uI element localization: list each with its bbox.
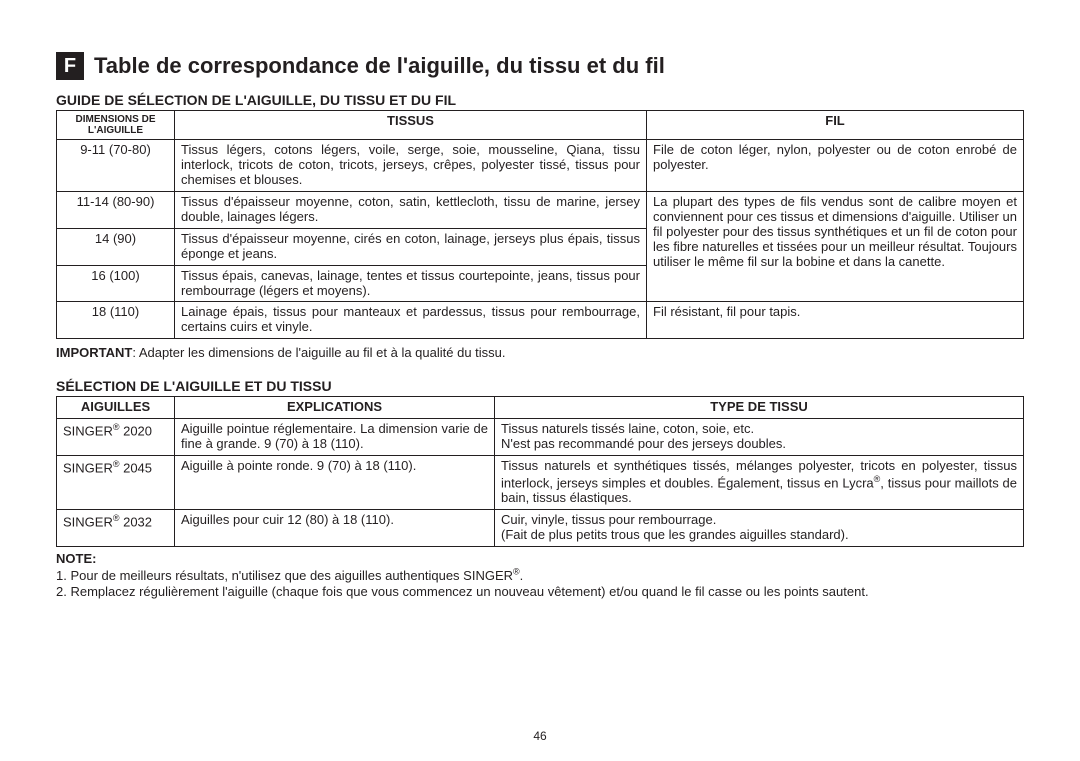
cell-aiguille: SINGER® 2032 [57,510,175,547]
cell-dim: 14 (90) [57,228,175,265]
cell-fil: Fil résistant, fil pour tapis. [647,302,1024,339]
needle-number: 2020 [119,424,152,439]
page: F Table de correspondance de l'aiguille,… [0,0,1080,761]
cell-explication: Aiguille à pointe ronde. 9 (70) à 18 (11… [175,456,495,510]
cell-dim: 11-14 (80-90) [57,191,175,228]
cell-aiguille: SINGER® 2045 [57,456,175,510]
cell-type-tissu: Tissus naturels tissés laine, coton, soi… [495,419,1024,456]
important-label: IMPORTANT [56,345,132,360]
note-2: 2. Remplacez régulièrement l'aiguille (c… [56,584,869,599]
table-row: 18 (110) Lainage épais, tissus pour mant… [57,302,1024,339]
cell-fil-merged: La plupart des types de fils vendus sont… [647,191,1024,302]
cell-dim: 16 (100) [57,265,175,302]
needle-selection-table: AIGUILLES EXPLICATIONS TYPE DE TISSU SIN… [56,396,1024,547]
cell-explication: Aiguille pointue réglementaire. La dimen… [175,419,495,456]
cell-fil: File de coton léger, nylon, polyester ou… [647,140,1024,192]
table-header-row: AIGUILLES EXPLICATIONS TYPE DE TISSU [57,397,1024,419]
note-1-text: 1. Pour de meilleurs résultats, n'utilis… [56,568,513,583]
col-header-type-tissu: TYPE DE TISSU [495,397,1024,419]
cell-tissu: Tissus d'épaisseur moyenne, coton, satin… [175,191,647,228]
cell-type-tissu: Tissus naturels et synthétiques tissés, … [495,456,1024,510]
page-number: 46 [0,729,1080,743]
cell-dim: 9-11 (70-80) [57,140,175,192]
type-line: Tissus naturels tissés laine, coton, soi… [501,421,754,436]
col-header-explications: EXPLICATIONS [175,397,495,419]
col-header-tissus: TISSUS [175,111,647,140]
cell-aiguille: SINGER® 2020 [57,419,175,456]
table-row: 11-14 (80-90) Tissus d'épaisseur moyenne… [57,191,1024,228]
type-line: N'est pas recommandé pour des jerseys do… [501,436,786,451]
needle-number: 2045 [119,460,152,475]
table-row: SINGER® 2045 Aiguille à pointe ronde. 9 … [57,456,1024,510]
needle-number: 2032 [119,515,152,530]
needle-brand: SINGER [63,424,113,439]
table-row: SINGER® 2020 Aiguille pointue réglementa… [57,419,1024,456]
page-title: Table de correspondance de l'aiguille, d… [94,53,665,79]
table1-heading: GUIDE DE SÉLECTION DE L'AIGUILLE, DU TIS… [56,92,1024,108]
section-badge: F [56,52,84,80]
important-note: IMPORTANT: Adapter les dimensions de l'a… [56,345,1024,360]
note-1: 1. Pour de meilleurs résultats, n'utilis… [56,568,523,583]
table-row: 9-11 (70-80) Tissus légers, cotons léger… [57,140,1024,192]
registered-icon: ® [513,567,520,577]
col-header-dimensions: DIMENSIONS DE L'AIGUILLE [57,111,175,140]
type-line: (Fait de plus petits trous que les grand… [501,527,849,542]
needle-brand: SINGER [63,460,113,475]
table2-heading: SÉLECTION DE L'AIGUILLE ET DU TISSU [56,378,1024,394]
cell-tissu: Tissus épais, canevas, lainage, tentes e… [175,265,647,302]
page-title-row: F Table de correspondance de l'aiguille,… [56,52,1024,80]
table-header-row: DIMENSIONS DE L'AIGUILLE TISSUS FIL [57,111,1024,140]
col-header-aiguilles: AIGUILLES [57,397,175,419]
cell-tissu: Lainage épais, tissus pour manteaux et p… [175,302,647,339]
cell-tissu: Tissus d'épaisseur moyenne, cirés en cot… [175,228,647,265]
cell-tissu: Tissus légers, cotons légers, voile, ser… [175,140,647,192]
note-label: NOTE: [56,551,96,566]
cell-explication: Aiguilles pour cuir 12 (80) à 18 (110). [175,510,495,547]
needle-fabric-thread-table: DIMENSIONS DE L'AIGUILLE TISSUS FIL 9-11… [56,110,1024,339]
type-line: Cuir, vinyle, tissus pour rembourrage. [501,512,716,527]
col-header-fil: FIL [647,111,1024,140]
note-1-post: . [520,568,524,583]
notes-block: NOTE: 1. Pour de meilleurs résultats, n'… [56,551,1024,599]
needle-brand: SINGER [63,515,113,530]
cell-type-tissu: Cuir, vinyle, tissus pour rembourrage. (… [495,510,1024,547]
table-row: SINGER® 2032 Aiguilles pour cuir 12 (80)… [57,510,1024,547]
cell-dim: 18 (110) [57,302,175,339]
important-text: : Adapter les dimensions de l'aiguille a… [132,345,505,360]
